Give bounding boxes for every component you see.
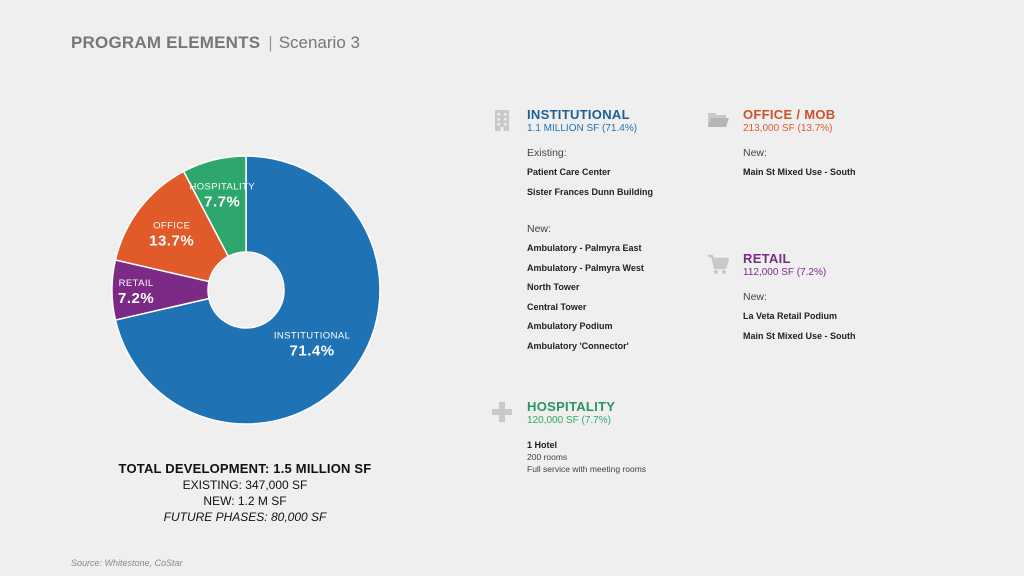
retail-title: RETAIL [743,251,791,266]
folder-icon [708,113,729,127]
institutional-subtitle: 1.1 MILLION SF (71.4%) [527,123,638,134]
slice-institutional [114,155,381,425]
title-separator: | [268,33,273,52]
slice-office [114,170,230,283]
slice-label-hospitality: HOSPITALITY [190,182,256,193]
list-item: Main St Mixed Use - South [743,330,856,341]
slice-value-retail: 7.2% [118,290,154,307]
slice-hospitality [182,155,247,258]
cross-icon [492,402,512,422]
office-new-label: New: [743,147,767,159]
total-existing: EXISTING: 347,000 SF [182,478,308,492]
list-item: La Veta Retail Podium [743,311,838,321]
slice-value-institutional: 71.4% [290,343,335,360]
list-item: Ambulatory Podium [527,321,613,331]
source-note: Source: Whitestone, CoStar [71,558,183,568]
page-title-main: PROGRAM ELEMENTS [71,33,261,52]
hospitality-subtitle: 120,000 SF (7.7%) [527,415,611,426]
hotel-line: Full service with meeting rooms [527,464,647,474]
building-icon [495,110,509,131]
slice-label-retail: RETAIL [119,278,154,289]
list-item: Ambulatory - Palmyra East [527,243,642,253]
office-title: OFFICE / MOB [743,107,836,122]
total-new: NEW: 1.2 M SF [203,494,287,508]
slice-label-office: OFFICE [153,221,190,232]
hotel-title: 1 Hotel [527,440,558,450]
totals-block: TOTAL DEVELOPMENT: 1.5 MILLION SF EXISTI… [100,461,390,525]
slice-value-hospitality: 7.7% [204,194,240,211]
list-item: Patient Care Center [527,167,611,177]
slice-label-institutional: INSTITUTIONAL [274,331,350,342]
office-subtitle: 213,000 SF (13.7%) [743,123,833,134]
institutional-new-label: New: [527,223,551,235]
list-item: Ambulatory - Palmyra West [527,262,644,273]
total-development: TOTAL DEVELOPMENT: 1.5 MILLION SF [118,461,372,476]
list-item: Main St Mixed Use - South [743,167,856,177]
page-subtitle: Scenario 3 [278,33,360,52]
retail-subtitle: 112,000 SF (7.2%) [743,267,827,278]
list-item: Ambulatory 'Connector' [527,340,629,351]
hospitality-title: HOSPITALITY [527,399,616,414]
institutional-title: INSTITUTIONAL [527,107,630,122]
cart-icon [708,254,729,274]
list-item: Central Tower [527,301,587,312]
total-future-phases: FUTURE PHASES: 80,000 SF [163,510,327,524]
list-item: North Tower [527,282,580,292]
institutional-existing-label: Existing: [527,147,567,159]
slice-value-office: 13.7% [149,233,194,250]
retail-new-label: New: [743,291,767,303]
list-item: Sister Frances Dunn Building [527,186,654,197]
hotel-line: 200 rooms [527,452,568,462]
page-title: PROGRAM ELEMENTS | Scenario 3 [71,33,360,53]
